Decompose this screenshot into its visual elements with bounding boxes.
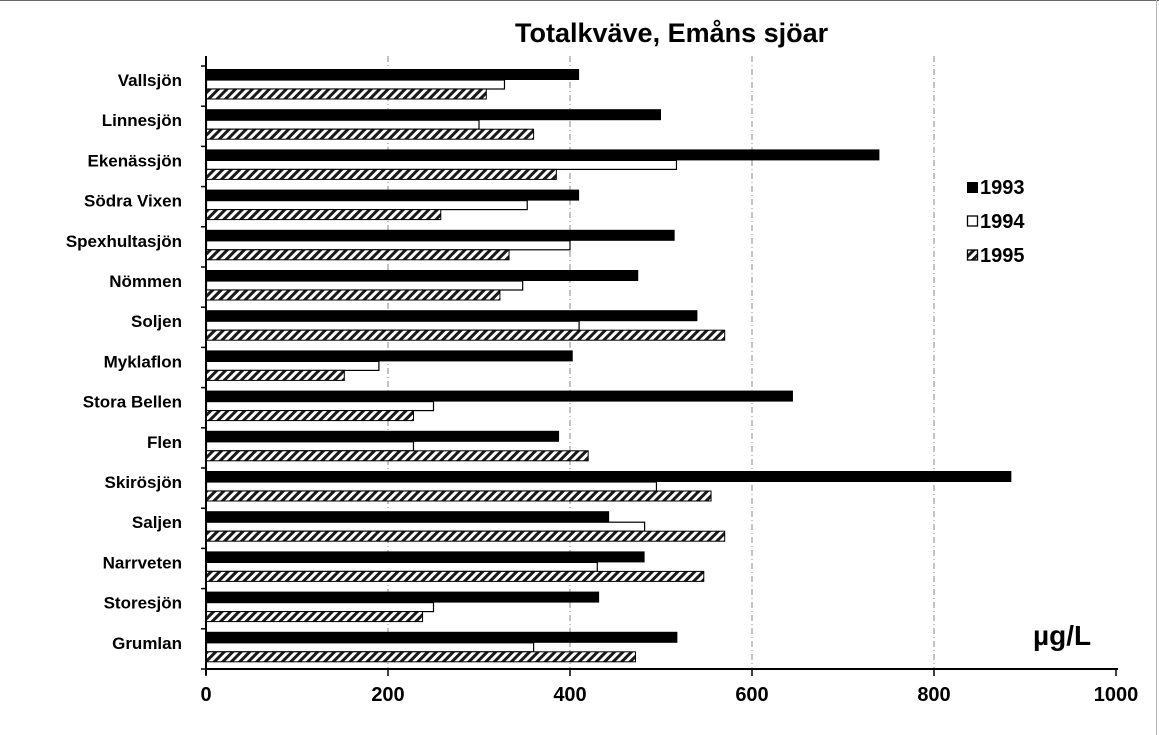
bar-1994: [205, 240, 571, 251]
category-label: Vallsjön: [118, 71, 182, 90]
legend-swatch-1995: [966, 249, 979, 261]
bar-1995: [206, 530, 726, 542]
bar-1993: [206, 109, 661, 121]
bar-1995: [206, 289, 501, 301]
bar-1993: [206, 69, 580, 80]
bar-1993: [206, 390, 793, 402]
category-label: Ekenässjön: [88, 151, 183, 170]
frame-right-border: [1156, 0, 1157, 735]
category-label: Myklaflon: [104, 352, 182, 371]
bar-1993: [206, 511, 610, 523]
x-tick-label: 200: [371, 684, 404, 706]
bar-1993: [206, 189, 580, 201]
bar-1995: [206, 450, 589, 462]
bar-1993: [206, 471, 1012, 482]
bar-1993: [206, 551, 645, 563]
legend-swatch-1994: [966, 215, 979, 227]
bar-1994: [205, 401, 435, 412]
bar-1995: [206, 611, 424, 623]
bar-1993: [206, 310, 698, 322]
axes-layer: [201, 56, 1118, 676]
legend-label-1993: 1993: [980, 177, 1025, 199]
category-label: Linnesjön: [102, 111, 182, 130]
bar-1994: [205, 601, 435, 613]
bar-1995: [206, 329, 726, 341]
bars-layer: [205, 69, 1012, 663]
unit-label: µg/L: [1033, 620, 1091, 651]
category-label: Grumlan: [112, 634, 182, 653]
category-label: Storesjön: [104, 594, 182, 613]
x-tick-label: 0: [200, 684, 211, 706]
bar-1994: [205, 441, 415, 452]
x-tick-label: 800: [917, 684, 950, 706]
category-label: Södra Vixen: [84, 192, 182, 211]
bar-1995: [206, 168, 557, 180]
category-label: Narrveten: [103, 553, 182, 572]
category-label: Stora Bellen: [83, 393, 182, 412]
category-label: Flen: [147, 433, 182, 452]
bar-1995: [206, 369, 345, 381]
bar-1994: [205, 561, 598, 573]
legend-swatch-1993: [967, 182, 978, 193]
bar-1993: [206, 631, 678, 643]
chart-title: Totalkväve, Emåns sjöar: [515, 18, 829, 48]
bar-1995: [206, 249, 510, 261]
category-label: Soljen: [131, 312, 182, 331]
bar-1993: [206, 350, 573, 362]
bar-1993: [206, 270, 639, 281]
bar-1994: [205, 481, 658, 492]
bar-1995: [206, 570, 705, 582]
legend-label-1994: 1994: [980, 211, 1025, 233]
bar-1993: [206, 149, 880, 161]
bar-1993: [206, 229, 675, 241]
bar-1994: [205, 119, 480, 130]
x-tick-label: 600: [735, 684, 768, 706]
x-tick-label: 400: [553, 684, 586, 706]
bar-1994: [205, 521, 646, 532]
bar-1995: [206, 128, 535, 140]
bar-1993: [206, 591, 600, 603]
category-label: Spexhultasjön: [66, 232, 182, 251]
bar-1994: [205, 360, 380, 371]
legend: 1993 1994 1995: [966, 177, 1025, 267]
bar-1994: [205, 79, 506, 90]
bar-1995: [206, 490, 712, 502]
legend-label-1995: 1995: [980, 245, 1025, 267]
bar-1994: [205, 280, 524, 291]
bar-1994: [205, 320, 580, 331]
bar-1995: [206, 209, 442, 221]
bar-1995: [206, 88, 487, 100]
x-tick-label: 1000: [1094, 684, 1139, 706]
bar-1995: [206, 410, 414, 422]
category-label: Nömmen: [109, 272, 182, 291]
bar-1994: [205, 200, 528, 211]
category-label: Saljen: [132, 513, 182, 532]
frame-top-border: [0, 0, 1159, 1]
bar-1993: [206, 430, 560, 442]
labels-layer: 0 200 400 600 800 1000 Vallsjön Linnesjön Ekenäs…: [66, 71, 1138, 706]
bar-1994: [205, 642, 535, 653]
category-label: Skirösjön: [105, 473, 182, 492]
bar-1994: [205, 159, 678, 170]
bar-1995: [206, 651, 637, 663]
